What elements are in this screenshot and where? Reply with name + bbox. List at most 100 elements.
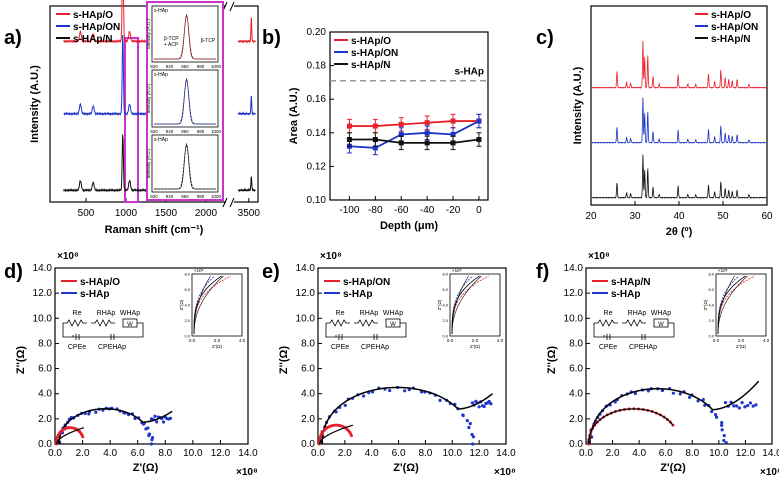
raman-inset-annotation: β-TCP: [201, 38, 216, 44]
impedance-y-tick-label: 6.0: [569, 364, 583, 375]
raman-inset-data: [154, 144, 216, 190]
hap-data-point: [149, 442, 154, 446]
legend-label: s-HAp: [80, 289, 109, 300]
raman-inset-tick-label: 980: [197, 64, 205, 69]
inset-y-tick-label: 8.0: [442, 272, 448, 277]
data-point: [424, 120, 430, 126]
inset-curve: [193, 275, 231, 335]
hap-data-point: [740, 401, 744, 405]
hap-data-point: [467, 425, 471, 430]
cpe-hap: [110, 334, 115, 340]
area-y-tick-label: 0.20: [307, 27, 327, 38]
xrd-x-tick-label: 50: [717, 211, 729, 222]
impedance-inset-frame: [449, 273, 501, 337]
inset-curve: [193, 275, 222, 335]
impedance-x-tick-label: 12.0: [736, 448, 756, 459]
impedance-x-tick-label: 10.0: [183, 448, 203, 459]
legend-label: s-HAp/ON: [343, 277, 390, 288]
hap-data-point: [633, 391, 638, 396]
axis-break-mask: [226, 198, 234, 208]
hap-data-point: [710, 409, 714, 414]
inset-y-tick-label: 0.0: [708, 334, 714, 339]
hap-data-point: [746, 403, 750, 408]
impedance-x-tick-label: 6.0: [659, 448, 673, 459]
impedance-y-tick-label: 8.0: [569, 338, 583, 349]
data-point: [398, 121, 404, 127]
inset-multiplier: ×10⁸: [718, 268, 728, 273]
sample-fit-curve: [318, 424, 354, 445]
hap-data-point: [168, 416, 173, 420]
impedance-y-tick-label: 12.0: [33, 288, 53, 299]
impedance-x-tick-label: 6.0: [392, 448, 406, 459]
raman-inset-subplot: [151, 5, 219, 63]
area-y-tick-label: 0.10: [307, 195, 327, 206]
area-y-tick-label: 0.14: [307, 128, 327, 139]
hap-data-point: [153, 414, 157, 418]
raman-x-tick-label: 2000: [195, 208, 218, 219]
impedance-inset-frame: [715, 273, 767, 337]
hap-data-point: [720, 423, 724, 427]
inset-curve: [717, 275, 746, 335]
inset-y-tick-label: 2.0: [442, 318, 448, 323]
data-point: [346, 137, 352, 143]
raman-inset-tick-label: 940: [166, 64, 174, 69]
impedance-y-tick-label: 12.0: [564, 288, 584, 299]
circuit-label-whap: WHAp: [651, 310, 671, 317]
circuit-label-whap: WHAp: [120, 310, 140, 317]
raman-x-axis-label: Raman shift (cm⁻¹): [105, 224, 204, 236]
circuit-wire: [593, 322, 675, 338]
data-point: [450, 118, 456, 124]
legend-label: s-HAp/ON: [711, 22, 758, 33]
raman-series-tail-s-HAp/N: [237, 176, 256, 193]
circuit-label-w: W: [127, 322, 133, 328]
area-y-tick-label: 0.12: [307, 161, 327, 172]
legend-label: s-HAp/ON: [73, 22, 120, 33]
hap-data-point: [438, 398, 442, 402]
impedance-x-tick-label: 4.0: [365, 448, 379, 459]
raman-inset-tick-label: 920: [150, 64, 158, 69]
raman-inset-data: [154, 15, 216, 60]
inset-curve: [451, 275, 480, 335]
hap-data-point: [343, 403, 347, 407]
inset-x-tick-label: 0.0: [713, 338, 720, 343]
hap-data-point: [743, 405, 747, 409]
hap-data-point: [724, 441, 728, 445]
raman-inset-tick-label: 960: [181, 194, 189, 199]
x-multiplier: ×10⁸: [494, 467, 516, 478]
resistor-re: [594, 319, 618, 327]
area-series-line: [349, 138, 480, 144]
inset-y-tick-label: 2.0: [708, 318, 714, 323]
area-y-tick-label: 0.16: [307, 94, 327, 105]
data-point: [398, 140, 404, 146]
hap-data-point: [678, 392, 682, 396]
raman-inset-y-label: Intensity (A.U.): [146, 83, 151, 113]
hap-data-point: [477, 405, 481, 409]
raman-inset-tick-label: 960: [181, 64, 189, 69]
panel-label-a: a): [4, 27, 22, 49]
impedance-y-axis-label: Z''(Ω): [15, 346, 27, 374]
impedance-x-tick-label: 14.0: [496, 448, 516, 459]
circuit-label-whap: WHAp: [383, 310, 403, 317]
raman-inset-tick-label: 1000: [211, 194, 222, 199]
impedance-y-tick-label: 6.0: [38, 364, 52, 375]
xrd-series-s-HAp/ON: [591, 97, 767, 144]
legend-label: s-HAp/ON: [351, 48, 398, 59]
hap-data-point: [660, 388, 665, 393]
axis-break-mark: [229, 197, 235, 208]
hap-data-point: [703, 403, 707, 407]
resistor-rhap: [622, 319, 646, 327]
circuit-label-cpee: CPEe: [599, 344, 617, 351]
resistor-rhap: [91, 319, 115, 327]
hap-data-point: [732, 404, 736, 408]
inset-y-tick-label: 8.0: [184, 272, 190, 277]
impedance-x-tick-label: 12.0: [211, 448, 231, 459]
inset-x-tick-label: 2.0: [472, 338, 479, 343]
impedance-y-tick-label: 14.0: [33, 263, 53, 274]
impedance-plot-frame: [585, 267, 773, 445]
raman-inset-frame: [146, 1, 224, 201]
area-y-tick-label: 0.18: [307, 61, 327, 72]
inset-y-tick-label: 6.0: [184, 287, 190, 292]
panel-label-e: e): [262, 261, 280, 283]
raman-x-tick-label: 3500: [238, 208, 261, 219]
